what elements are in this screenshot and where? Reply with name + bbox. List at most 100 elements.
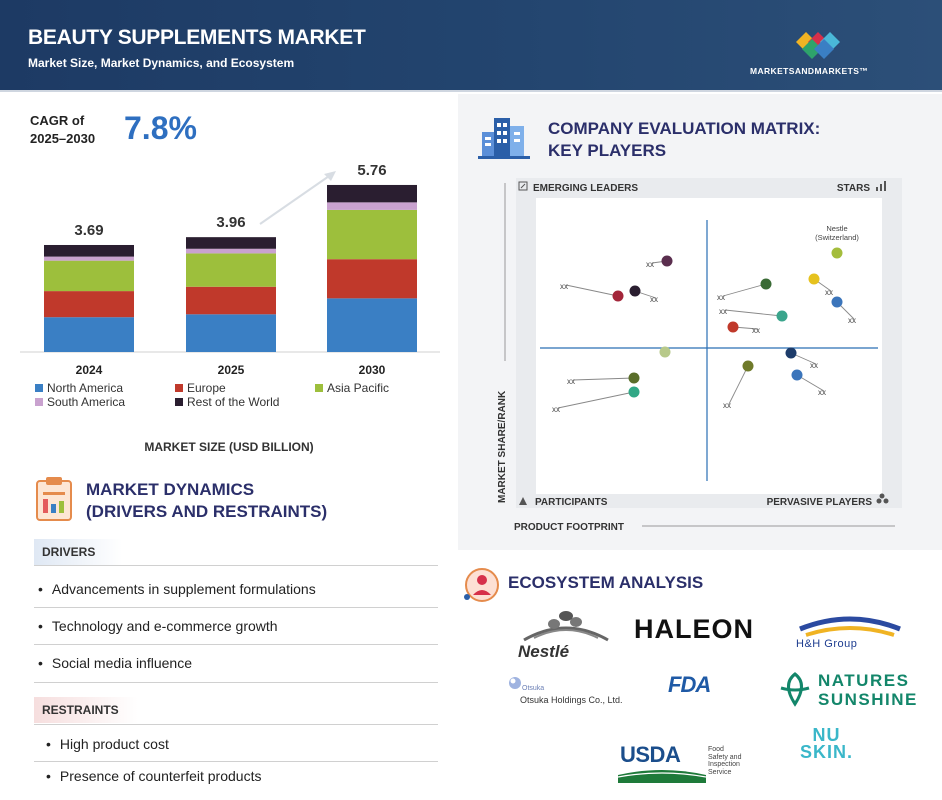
bar-total-label: 3.69 <box>74 222 103 239</box>
bar-segment <box>44 256 134 261</box>
company-point <box>628 386 640 398</box>
legend-label: South America <box>47 395 126 409</box>
matrix-title-line1: COMPANY EVALUATION MATRIX: <box>548 119 821 138</box>
divider <box>34 644 438 645</box>
company-point <box>659 346 671 358</box>
company-label: xx <box>723 401 731 410</box>
hh-group-logo: H&H Group <box>792 611 910 653</box>
x-tick-label: 2030 <box>359 363 386 377</box>
matrix-connector <box>557 391 635 409</box>
quadrant-pervasive-players: PERVASIVE PLAYERS <box>767 497 873 508</box>
x-tick-label: 2025 <box>218 363 245 377</box>
company-point <box>628 372 640 384</box>
company-label: xx <box>719 307 727 316</box>
company-label: xx <box>646 260 654 269</box>
company-point <box>742 360 754 372</box>
natures-sunshine-line1: NATURES <box>818 671 910 690</box>
bar-segment <box>186 314 276 352</box>
bar-segment <box>327 184 417 203</box>
driver-item: Advancements in supplement formulations <box>38 581 316 597</box>
legend-swatch <box>35 398 43 406</box>
company-label: xx <box>818 388 826 397</box>
matrix-points: Nestle(Switzerland) xx xx xx xx xx xx xx xx xx xx x… <box>552 224 859 414</box>
bar-segment <box>327 298 417 352</box>
market-dynamics-title-line1: MARKET DYNAMICS <box>86 480 255 499</box>
matrix-title: COMPANY EVALUATION MATRIX: KEY PLAYERS <box>548 118 820 162</box>
company-point <box>791 369 803 381</box>
nuskin-logo: NU SKIN. <box>800 725 854 762</box>
bar-segment <box>327 202 417 210</box>
growth-arrow <box>259 173 333 225</box>
cagr-label: CAGR of 2025–2030 <box>30 112 95 148</box>
matrix-connector <box>728 365 749 405</box>
legend-item-asia-pacific: Asia Pacific <box>315 381 389 395</box>
market-size-caption: MARKET SIZE (USD BILLION) <box>144 440 314 454</box>
company-point <box>727 321 739 333</box>
company-point <box>831 296 843 308</box>
company-label: xx <box>752 326 760 335</box>
company-label: xx <box>650 295 658 304</box>
leaf-icon <box>780 672 810 707</box>
market-dynamics-title-line2: (DRIVERS AND RESTRAINTS) <box>86 502 328 521</box>
legend-item-rest-of-world: Rest of the World <box>175 395 279 409</box>
legend-swatch <box>35 384 43 392</box>
nest-bird-icon <box>523 611 609 642</box>
bar-segment <box>186 248 276 254</box>
cagr-value: 7.8% <box>124 110 197 146</box>
otsuka-logo-icon <box>509 677 521 689</box>
legend-label: Rest of the World <box>187 395 280 409</box>
legend-swatch <box>315 384 323 392</box>
marketsandmarkets-logo-icon <box>796 32 840 59</box>
fda-logo: FDA <box>668 672 711 697</box>
divider <box>34 724 438 725</box>
divider <box>34 565 438 566</box>
natures-sunshine-logo: NATURES SUNSHINE <box>776 670 916 710</box>
usda-logo: USDA Food Safety and Inspection Service <box>616 740 766 786</box>
company-point <box>661 255 673 267</box>
hh-wave-icon <box>799 616 901 637</box>
company-label: xx <box>848 316 856 325</box>
cagr-label-line1: CAGR of <box>30 113 85 128</box>
ecosystem-title: ECOSYSTEM ANALYSIS <box>508 573 704 592</box>
bar-total-label: 3.96 <box>216 214 245 231</box>
restraints-tag: RESTRAINTS <box>34 697 138 723</box>
natures-sunshine-line2: SUNSHINE <box>818 690 918 709</box>
stars-bars-icon <box>876 181 886 191</box>
usda-logo-text: USDA <box>620 742 681 767</box>
restraint-item: High product cost <box>46 736 169 752</box>
matrix-connector <box>722 283 767 297</box>
nuskin-line1: NU <box>812 725 841 745</box>
highlight-company-label: Nestle <box>826 224 847 233</box>
restraint-item: Presence of counterfeit products <box>46 768 262 784</box>
matrix-connector <box>565 284 619 297</box>
legend-item-europe: Europe <box>175 381 226 395</box>
drivers-tag: DRIVERS <box>34 539 122 565</box>
quadrant-stars: STARS <box>837 183 870 194</box>
legend-swatch <box>175 384 183 392</box>
legend-label: Europe <box>187 381 226 395</box>
bar-segment <box>44 244 134 257</box>
hh-group-logo-text: H&H Group <box>796 638 858 650</box>
usda-sub-line: Service <box>708 768 732 776</box>
usda-sub-line: Food <box>708 746 724 753</box>
company-label: xx <box>717 293 725 302</box>
growth-arrow-head <box>324 171 336 181</box>
company-point <box>760 278 772 290</box>
company-point <box>776 310 788 322</box>
header-banner: BEAUTY SUPPLEMENTS MARKET Market Size, M… <box>0 0 942 92</box>
bar-segment <box>44 317 134 352</box>
x-tick-label: 2024 <box>76 363 103 377</box>
brand-name: MARKETSANDMARKETS™ <box>750 66 869 76</box>
page-subtitle: Market Size, Market Dynamics, and Ecosys… <box>28 56 295 70</box>
ecosystem-panel <box>458 550 942 800</box>
nuskin-line2: SKIN. <box>800 742 854 762</box>
bar-segment <box>186 237 276 249</box>
emerging-leaders-icon <box>518 181 528 191</box>
company-label: xx <box>825 288 833 297</box>
bar-segment <box>186 253 276 287</box>
y-axis-label: MARKET SHARE/RANK <box>497 390 508 503</box>
company-label: xx <box>552 405 560 414</box>
matrix-connector <box>572 377 635 381</box>
nestle-logo-text: Nestlé <box>518 642 570 661</box>
company-point <box>785 347 797 359</box>
